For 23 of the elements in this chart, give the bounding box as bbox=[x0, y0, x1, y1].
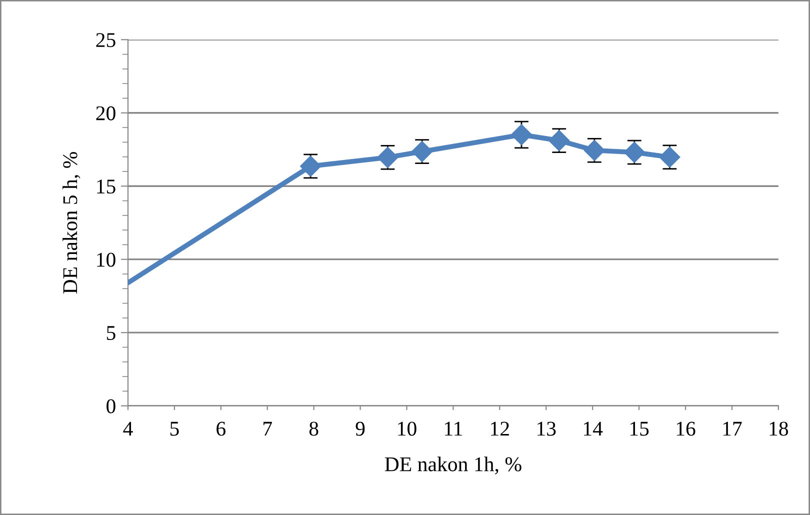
x-tick-label: 6 bbox=[216, 422, 226, 436]
x-tick-label: 17 bbox=[723, 422, 742, 436]
x-tick-label: 11 bbox=[445, 422, 462, 436]
x-tick-label: 5 bbox=[170, 422, 179, 436]
x-tick-label: 8 bbox=[309, 422, 318, 436]
y-tick-label: 20 bbox=[96, 106, 116, 120]
y-tick-label: 0 bbox=[106, 399, 116, 414]
y-tick-label: 25 bbox=[96, 33, 116, 48]
y-axis-title: DE nakon 5 h, % bbox=[62, 152, 80, 294]
x-tick-label: 10 bbox=[398, 422, 416, 436]
x-tick-label: 7 bbox=[264, 422, 272, 436]
x-tick-label: 4 bbox=[123, 422, 133, 436]
x-tick-label: 14 bbox=[584, 422, 603, 436]
x-tick-label: 9 bbox=[356, 422, 365, 436]
x-tick-label: 16 bbox=[676, 422, 696, 436]
x-axis-title: DE nakon 1h, % bbox=[384, 456, 522, 474]
x-tick-label: 12 bbox=[491, 422, 509, 436]
x-tick-label: 13 bbox=[538, 422, 556, 436]
y-tick-label: 5 bbox=[106, 326, 116, 340]
x-tick-label: 15 bbox=[630, 422, 649, 436]
y-tick-label: 10 bbox=[97, 252, 116, 267]
y-tick-label: 15 bbox=[97, 180, 116, 194]
x-tick-label: 18 bbox=[770, 422, 788, 436]
